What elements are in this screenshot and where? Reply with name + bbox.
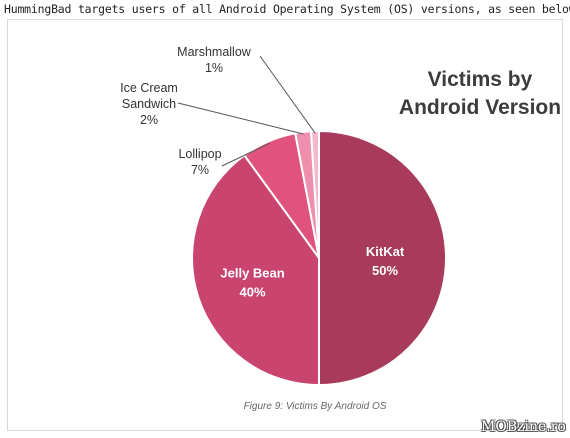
slice-name-lollipop: Lollipop [178,147,221,161]
slice-marshmallow [309,129,320,259]
chart-title: Victims by Android Version [380,66,570,122]
slice-jelly-bean [191,153,320,387]
leader-line-ice-cream-sandwich [177,102,304,135]
slice-name-marshmallow: Marshmallow [177,45,252,59]
slice-name-ice-cream-sandwich-line-1: Ice Cream [120,81,178,95]
slice-value-jelly-bean: 40% [240,285,266,300]
slice-value-marshmallow: 1% [205,61,223,75]
chart-title-line-1: Victims by [427,68,533,91]
slice-value-lollipop: 7% [191,163,209,177]
chart-title-line-2: Android Version [398,96,562,119]
slice-name-kitkat: KitKat [366,244,405,259]
slice-labels: KitKat 50% Jelly Bean 40% Lollipop 7% Ice Crea… [120,45,405,300]
leader-line-lollipop [221,142,270,167]
leader-line-marshmallow [259,55,316,134]
slice-value-kitkat: 50% [372,263,398,278]
slice-kitkat [318,129,447,387]
pie-slices [191,129,447,387]
figure-caption: Figure 9: Victims By Android OS [243,401,387,412]
slice-value-ice-cream-sandwich: 2% [140,113,158,127]
leader-lines [177,55,316,167]
intro-text: HummingBad targets users of all Android … [4,2,570,16]
watermark: MOBzine.ro [481,419,566,435]
slice-name-ice-cream-sandwich-line-2: Sandwich [122,97,176,111]
slice-name-jelly-bean: Jelly Bean [220,266,284,281]
